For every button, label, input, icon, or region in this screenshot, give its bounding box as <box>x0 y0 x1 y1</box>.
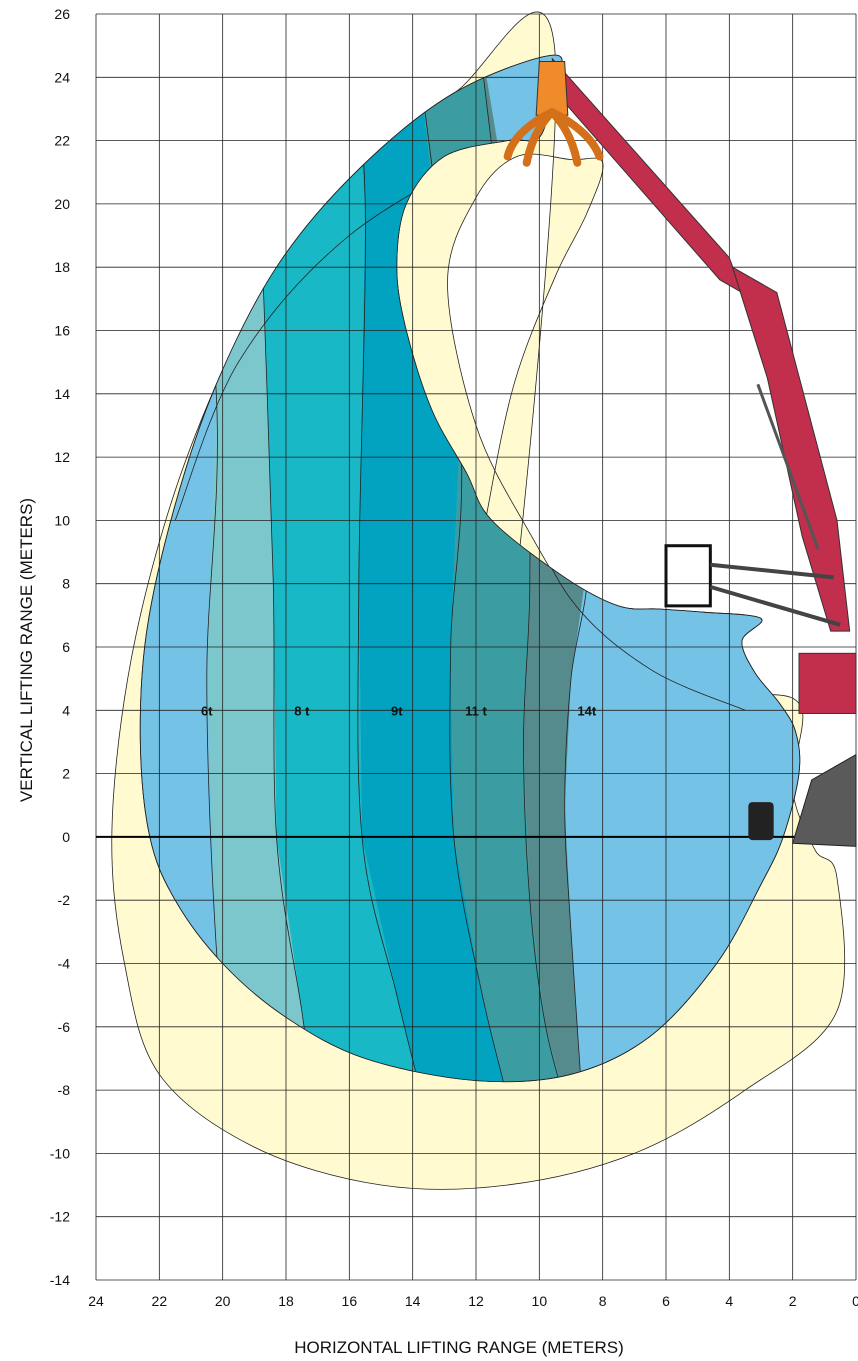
y-tick-label: -2 <box>58 892 71 908</box>
y-tick-label: 26 <box>54 6 70 22</box>
y-tick-label: 24 <box>54 69 70 85</box>
y-tick-label: -12 <box>50 1209 70 1225</box>
y-tick-label: -14 <box>50 1272 70 1288</box>
y-tick-label: 14 <box>54 386 70 402</box>
zone-boundary-2 <box>348 55 429 1082</box>
x-tick-label: 16 <box>342 1293 358 1309</box>
outrigger-pad <box>748 802 774 841</box>
cabin-frame <box>664 544 712 608</box>
grapple-body <box>535 60 569 116</box>
x-tick-label: 10 <box>532 1293 548 1309</box>
load-label: 14t <box>577 703 596 718</box>
y-tick-label: 4 <box>62 702 70 718</box>
cabin-arms <box>709 562 841 627</box>
y-tick-label: 22 <box>54 133 70 149</box>
y-tick-label: 2 <box>62 766 70 782</box>
y-tick-label: 12 <box>54 449 70 465</box>
zone-band-2 <box>349 55 514 1082</box>
y-tick-label: -6 <box>58 1019 71 1035</box>
y-axis-title: VERTICAL LIFTING RANGE (METERS) <box>17 498 36 802</box>
y-tick-label: 20 <box>54 196 70 212</box>
x-tick-label: 18 <box>278 1293 294 1309</box>
x-tick-label: 14 <box>405 1293 421 1309</box>
base-frame <box>792 753 857 847</box>
y-tick-label: 6 <box>62 639 70 655</box>
gridlines <box>95 13 857 1281</box>
load-label: 6t <box>201 703 213 718</box>
load-label: 8 t <box>294 703 310 718</box>
y-tick-label: -4 <box>58 956 71 972</box>
machine-body <box>798 652 857 714</box>
x-tick-label: 12 <box>468 1293 484 1309</box>
y-tick-label: 8 <box>62 576 70 592</box>
load-labels: 6t 8 t 9t 11 t 14t <box>201 703 597 718</box>
x-tick-label: 4 <box>725 1293 733 1309</box>
y-tick-label: 16 <box>54 323 70 339</box>
y-tick-label: -10 <box>50 1145 70 1161</box>
y-tick-label: 0 <box>62 829 70 845</box>
x-tick-label: 22 <box>152 1293 168 1309</box>
grapple-tine-3 <box>548 108 604 161</box>
zone-band-1 <box>254 55 429 1082</box>
x-tick-label: 24 <box>88 1293 104 1309</box>
material-handler-illustration <box>503 57 857 847</box>
x-axis-title: HORIZONTAL LIFTING RANGE (METERS) <box>294 1338 624 1357</box>
x-tick-label: 6 <box>662 1293 670 1309</box>
grapple-tine-1 <box>522 108 556 167</box>
y-tick-label: 10 <box>54 512 70 528</box>
zone-band-4 <box>476 55 587 1082</box>
boom-lower <box>731 266 851 632</box>
y-tick-label: 18 <box>54 259 70 275</box>
load-label: 11 t <box>465 703 487 718</box>
x-tick-label: 0 <box>852 1293 858 1309</box>
x-tick-label: 20 <box>215 1293 231 1309</box>
y-tick-label: -8 <box>58 1082 71 1098</box>
load-label: 9t <box>391 703 403 718</box>
x-tick-label: 8 <box>599 1293 607 1309</box>
x-tick-labels: 24 22 20 18 16 14 12 10 8 6 4 2 0 <box>88 1293 858 1309</box>
hydraulic-cylinder <box>756 383 820 550</box>
x-tick-label: 2 <box>789 1293 797 1309</box>
